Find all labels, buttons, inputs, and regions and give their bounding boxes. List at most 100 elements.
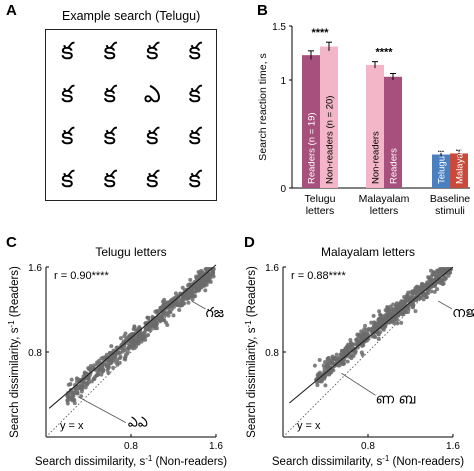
group-label: Baseline [430,193,470,205]
scatter-point [139,339,144,344]
scatter-point [142,330,147,335]
search-array-glyph: క [145,37,159,65]
scatter-point [386,307,391,312]
plot-title: Malayalam letters [321,245,415,259]
y-axis-label-sup: -1 [7,320,16,328]
y-tick-label: 1 [280,76,286,87]
x-axis-label-main: Search dissimilarity, s [272,456,383,468]
regression-line [48,264,217,409]
scatter-point [360,352,365,357]
x-axis-label-main: Search dissimilarity, s [35,456,146,468]
scatter-point [398,311,403,316]
scatter-point [424,282,429,287]
scatter-point [201,277,206,282]
y-axis-label: Search dissimilarity, s-1 (Readers) [7,266,22,438]
scatter-point [175,303,180,308]
search-array-glyph: క [103,79,117,108]
scatter-point [68,382,73,387]
scatter-point [408,297,413,302]
scatter-point [421,293,426,298]
group-label: letters [306,205,335,217]
scatter-point [321,363,326,368]
scatter-point [140,335,145,340]
scatter-point [161,310,166,315]
scatter-point [326,355,331,360]
scatter-point [399,320,404,325]
scatter-point [182,296,187,301]
scatter-point [178,299,183,304]
x-axis-label-sup: -1 [382,454,390,463]
annotation-glyph-pair: గజ [206,305,224,321]
panel-letter-d: D [244,234,255,251]
scatter-point [338,352,343,357]
x-tick-label: 0.8 [361,441,375,452]
scatter-point [379,313,384,318]
scatter-point [193,294,198,299]
scatter-point [427,278,432,283]
scatter-point [72,390,77,395]
scatter-point [372,334,377,339]
y-axis-label-tail: (Readers) [9,266,21,320]
scatter-point [331,368,336,373]
y-axis-label: Search dissimilarity, s-1 (Readers) [244,266,259,438]
bar-label: Non-readers [371,131,382,184]
scatter-point [322,368,327,373]
scatter-point [360,335,365,340]
bar-label: Telugu subj [437,136,448,184]
scatter-point [378,317,383,322]
scatter-point [346,345,351,350]
bar-label: Malayalam [455,138,466,184]
scatter-point [162,301,167,306]
scatter-point [123,357,128,362]
scatter-point [211,274,216,279]
scatter-point [429,289,434,294]
scatter-point [202,271,207,276]
x-axis-label: Search dissimilarity, s-1 (Non-readers) [272,454,464,469]
scatter-point [159,305,164,310]
correlation-label: r = 0.90**** [54,270,109,282]
y-tick-label: 0.8 [28,348,42,359]
scatter-point [419,282,424,287]
scatter-point [336,357,341,362]
scatter-point [437,268,442,273]
scatter-point [406,305,411,310]
scatter-point [115,362,120,367]
search-array-glyph: క [188,37,202,65]
scatter-point [345,359,350,364]
search-array-glyph: క [145,164,159,193]
scatter-point [391,302,396,307]
scatter-point [447,271,452,276]
scatter-point [154,326,159,331]
scatter-point [189,293,194,298]
scatter-point [138,331,143,336]
scatter-point [413,309,418,314]
scatter-point [81,380,86,385]
scatter-point [330,356,335,361]
scatter-point [92,363,97,368]
scatter-point [153,320,158,325]
scatter-point [417,295,422,300]
scatter-point [65,398,70,403]
bar-label: Readers (n = 19) [307,112,318,184]
group-label: Malayalam [359,193,410,205]
scatter-point [180,285,185,290]
scatter-point [339,348,344,353]
search-array-glyph: క [60,122,74,150]
scatter-point [428,268,433,273]
search-array-glyph: క [103,122,117,150]
scatter-point [171,313,176,318]
scatter-point [363,323,368,328]
scatter-point [203,288,208,293]
annotation-pointer [77,396,127,423]
scatter-point [124,352,129,357]
scatter-point [135,337,140,342]
scatter-point [435,287,440,292]
bar [302,55,320,188]
scatter-point [65,401,70,406]
scatter-point [162,297,167,302]
search-array-glyph: క [103,37,117,65]
y-tick-label: 0 [280,184,286,195]
x-axis-label-sup: -1 [145,454,153,463]
